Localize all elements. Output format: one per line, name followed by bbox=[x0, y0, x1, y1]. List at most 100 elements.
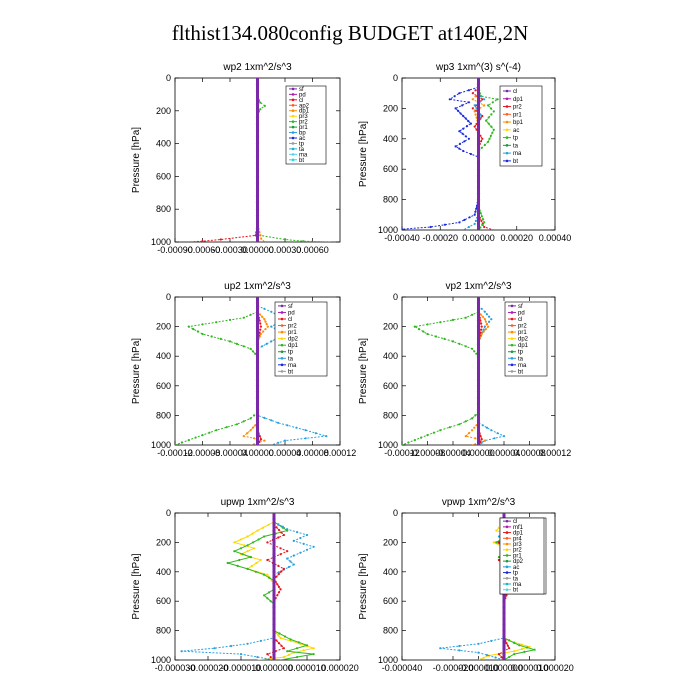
series-marker-pr2 bbox=[243, 544, 246, 547]
x-tick-label: -0.000020 bbox=[433, 663, 474, 673]
series-marker-dp1 bbox=[454, 107, 457, 110]
series-marker-sf bbox=[255, 161, 260, 165]
series-marker-cl bbox=[280, 570, 283, 573]
series-marker-mf1 bbox=[502, 646, 506, 650]
series-marker-pr1 bbox=[269, 600, 272, 603]
series-marker-pr1 bbox=[487, 116, 490, 119]
series-marker-pr1 bbox=[420, 436, 423, 439]
series-marker-pr2 bbox=[239, 538, 243, 541]
series-marker-mf1 bbox=[272, 558, 276, 562]
legend-label: ma bbox=[518, 363, 527, 369]
series-marker-tp bbox=[474, 219, 477, 222]
legend-marker bbox=[505, 536, 509, 540]
series-marker-tp bbox=[482, 328, 485, 331]
series-marker-pr1 bbox=[263, 104, 266, 107]
series-marker-pr2 bbox=[264, 320, 267, 323]
series-marker-cl bbox=[277, 585, 280, 589]
legend-label: ma bbox=[299, 152, 308, 158]
y-axis-label: Pressure [hPa] bbox=[358, 338, 369, 404]
legend-marker bbox=[510, 304, 514, 308]
series-marker-pr2 bbox=[482, 656, 485, 659]
series-marker-mf1 bbox=[272, 646, 276, 650]
series-marker-pr1 bbox=[426, 332, 429, 336]
series-marker-mf1 bbox=[272, 623, 276, 627]
y-tick-label: 400 bbox=[156, 567, 171, 577]
series-marker-pr2 bbox=[256, 529, 259, 532]
series-marker-pr1 bbox=[263, 535, 266, 538]
legend-label: sf bbox=[299, 87, 304, 93]
series-marker-cl bbox=[476, 106, 481, 110]
series-marker-pr1 bbox=[253, 414, 256, 417]
panel-title: wp3 1xm^(3) s^(-4) bbox=[435, 62, 521, 73]
y-tick-label: 800 bbox=[383, 626, 398, 636]
legend-label: ta bbox=[518, 356, 524, 362]
legend-marker bbox=[280, 304, 284, 308]
series-marker-mf1 bbox=[272, 634, 276, 639]
series-marker-tp bbox=[286, 424, 289, 427]
series-marker-sf bbox=[255, 128, 260, 133]
series-marker-pr2 bbox=[266, 325, 269, 328]
legend-marker bbox=[280, 324, 284, 327]
legend-marker bbox=[505, 128, 509, 132]
series-marker-mf1 bbox=[502, 623, 506, 627]
series-marker-pr1 bbox=[246, 567, 249, 571]
series-marker-cl bbox=[277, 536, 280, 539]
series-marker-cl bbox=[280, 531, 283, 534]
series-marker-pr2 bbox=[464, 435, 467, 438]
series-marker-pr2 bbox=[266, 573, 269, 576]
legend-marker bbox=[505, 582, 509, 586]
series-line-pr1 bbox=[175, 311, 258, 445]
legend-label: dp2 bbox=[513, 559, 524, 565]
series-marker-tp bbox=[490, 429, 493, 432]
x-tick-label: 0.000020 bbox=[321, 663, 359, 673]
legend-label: cl bbox=[518, 317, 522, 323]
series-marker-cl bbox=[476, 179, 481, 183]
series-marker-pr1 bbox=[257, 538, 260, 541]
series-marker-pr1 bbox=[471, 347, 474, 350]
legend-label: pr1 bbox=[513, 112, 522, 118]
series-marker-cl bbox=[480, 328, 483, 331]
series-marker-cl bbox=[269, 656, 272, 659]
series-marker-pr2 bbox=[251, 532, 254, 535]
legend-label: cl bbox=[288, 317, 292, 323]
legend-marker bbox=[505, 571, 509, 574]
legend-marker bbox=[291, 131, 295, 134]
series-marker-sf bbox=[255, 330, 260, 335]
series-marker-pr1 bbox=[266, 597, 269, 600]
series-marker-pr1 bbox=[259, 101, 262, 104]
series-marker-pr1 bbox=[201, 332, 204, 336]
y-tick-label: 1000 bbox=[378, 225, 398, 235]
series-marker-sf bbox=[255, 354, 260, 358]
legend-label: bp bbox=[299, 131, 306, 137]
series-marker-dp1 bbox=[467, 120, 470, 123]
series-marker-pr1 bbox=[242, 316, 245, 319]
series-marker-pr1 bbox=[485, 119, 488, 122]
x-tick-label: -0.00004 bbox=[435, 448, 471, 458]
series-marker-dp1 bbox=[453, 95, 456, 98]
panel-title: up2 1xm^2/s^3 bbox=[224, 281, 291, 292]
legend-label: ta bbox=[288, 356, 294, 362]
series-marker-cl bbox=[476, 125, 481, 129]
series-marker-dp1 bbox=[458, 142, 462, 145]
y-tick-label: 0 bbox=[166, 292, 171, 302]
series-marker-cl bbox=[476, 143, 481, 147]
series-marker-tp bbox=[270, 340, 273, 343]
series-marker-pr1 bbox=[492, 128, 495, 131]
series-marker-pr1 bbox=[241, 553, 244, 556]
series-marker-pr1 bbox=[492, 110, 495, 113]
series-marker-pr1 bbox=[228, 340, 232, 343]
legend-marker bbox=[291, 136, 295, 140]
legend-marker bbox=[291, 103, 295, 107]
legend-label: dp1 bbox=[513, 97, 524, 103]
series-marker-pr1 bbox=[236, 564, 239, 568]
series-marker-cl bbox=[476, 173, 481, 177]
series-marker-cl bbox=[277, 642, 280, 645]
series-marker-cl bbox=[282, 533, 285, 537]
legend-marker bbox=[505, 89, 509, 93]
series-marker-pr1 bbox=[483, 143, 486, 146]
series-marker-pr1 bbox=[259, 108, 262, 111]
series-marker-sf bbox=[255, 155, 260, 159]
x-tick-label: 0.00008 bbox=[513, 448, 546, 458]
y-tick-label: 600 bbox=[156, 596, 171, 606]
series-marker-sf bbox=[255, 313, 260, 317]
